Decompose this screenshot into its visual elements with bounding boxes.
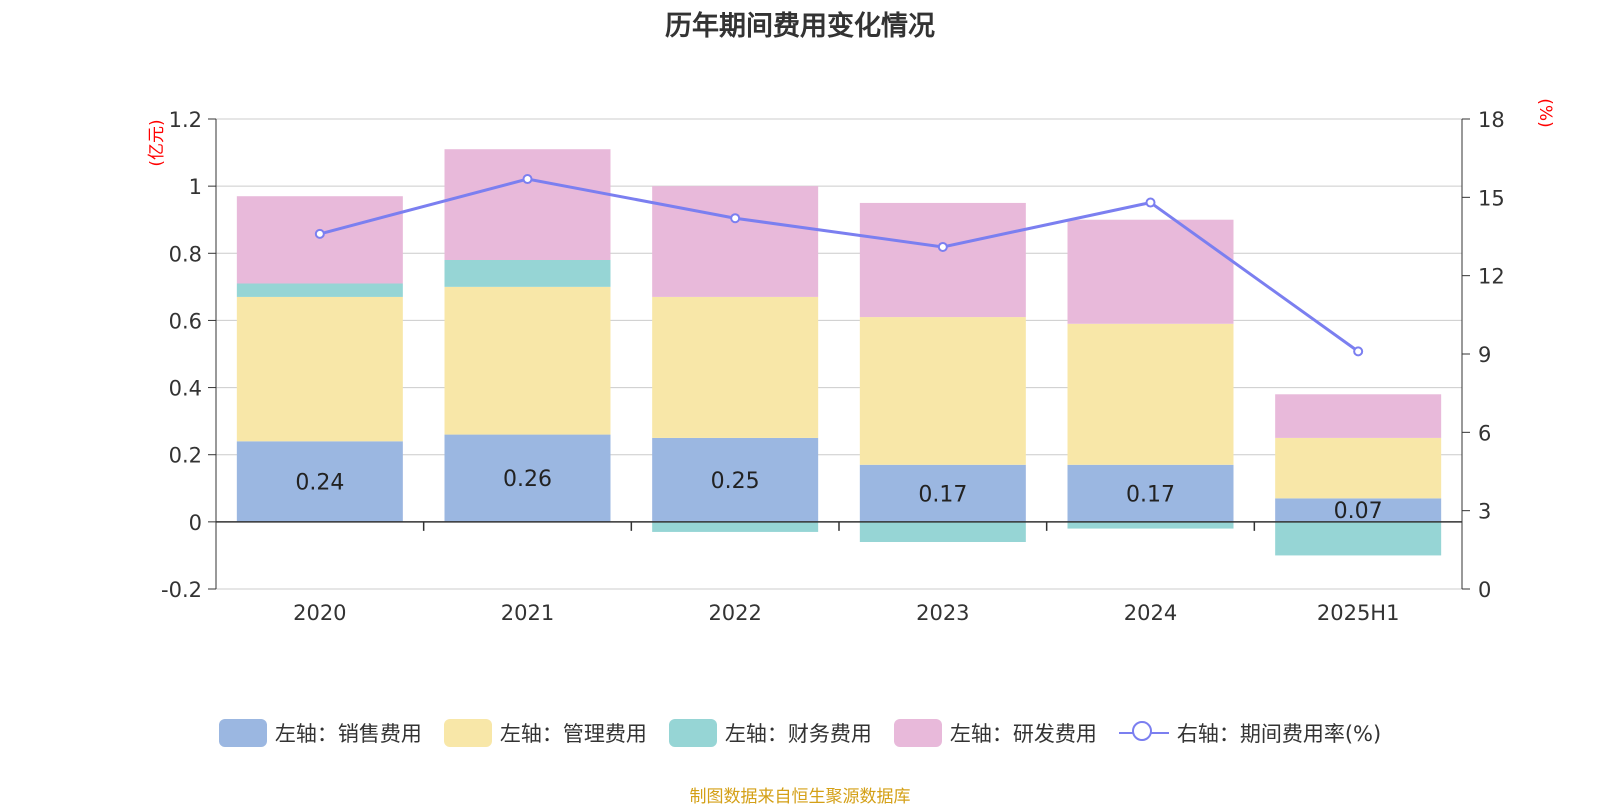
left-tick-label: 0.6	[169, 309, 202, 333]
bar-finance-2020	[236, 283, 403, 297]
legend-label-expense-rate: 右轴：期间费用率(%)	[1176, 722, 1382, 746]
bar-sales-2024	[1067, 464, 1234, 522]
left-tick-label: 0	[189, 511, 202, 535]
data-label-sales: 0.07	[1334, 499, 1383, 524]
expense-rate-point	[522, 174, 533, 185]
legend-item-finance[interactable]: 左轴：财务费用	[668, 718, 872, 748]
bar-admin-2022	[652, 296, 819, 438]
legend-label-admin: 左轴：管理费用	[499, 722, 647, 746]
legend-item-admin[interactable]: 左轴：管理费用	[443, 718, 647, 748]
legend-label-rnd: 左轴：研发费用	[949, 722, 1097, 746]
right-axis-unit: (%)	[1535, 98, 1555, 127]
expense-rate-point	[730, 213, 741, 224]
right-tick-label: 12	[1478, 265, 1505, 289]
bar-rnd-2021	[444, 149, 611, 260]
legend-swatch-sales	[218, 719, 267, 747]
bar-sales-2025H1	[1275, 498, 1442, 522]
data-label-sales: 0.17	[1126, 482, 1175, 507]
legend-item-expense-rate[interactable]: 右轴：期间费用率(%)	[1118, 718, 1382, 748]
bar-sales-2021	[444, 434, 611, 522]
legend: 左轴：销售费用 左轴：管理费用 左轴：财务费用 左轴：研发费用 右轴：期间费用率…	[0, 718, 1600, 748]
expense-rate-point	[1353, 346, 1364, 357]
bar-finance-2021	[444, 260, 611, 287]
bar-sales-2020	[236, 441, 403, 522]
bar-finance-2023	[859, 521, 1026, 542]
expense-rate-point	[1145, 197, 1156, 208]
bar-admin-2025H1	[1275, 437, 1442, 499]
chart-canvas: -0.2 0 0.2 0.4 0.6 0.8 1 1.2 0 3 6 9 12 15 18 (亿元) (%) 0.…	[147, 98, 1555, 625]
right-tick-label: 6	[1478, 421, 1491, 445]
bar-finance-2022	[652, 521, 819, 532]
bar-admin-2023	[859, 317, 1026, 465]
legend-swatch-rnd	[893, 719, 942, 747]
expense-rate-point	[937, 241, 948, 252]
data-source-note: 制图数据来自恒生聚源数据库	[689, 787, 911, 807]
expense-rate-line	[319, 177, 1360, 353]
x-tick-label: 2021	[501, 601, 554, 625]
right-tick-label: 18	[1478, 108, 1505, 132]
data-label-sales: 0.26	[503, 467, 552, 492]
x-tick-label: 2025H1	[1317, 601, 1400, 625]
left-tick-label: 0.2	[169, 444, 202, 468]
legend-item-rnd[interactable]: 左轴：研发费用	[893, 718, 1097, 748]
bar-rnd-2023	[859, 202, 1026, 318]
bar-rnd-2024	[1067, 219, 1234, 324]
x-tick-label: 2022	[708, 601, 761, 625]
expense-rate-point	[314, 228, 325, 239]
data-label-sales: 0.25	[711, 469, 760, 494]
legend-label-finance: 左轴：财务费用	[724, 722, 872, 746]
legend-line-marker-icon	[1118, 719, 1169, 747]
bar-sales-2022	[652, 437, 819, 522]
data-label-sales: 0.24	[295, 471, 344, 496]
bar-admin-2021	[444, 286, 611, 435]
bar-rnd-2020	[236, 196, 403, 284]
left-axis-unit: (亿元)	[147, 119, 167, 166]
left-tick-label: 1.2	[169, 108, 202, 132]
x-tick-label: 2023	[916, 601, 969, 625]
data-label-sales: 0.17	[918, 482, 967, 507]
bar-finance-2025H1	[1275, 521, 1442, 556]
left-tick-label: 0.4	[169, 377, 202, 401]
bar-rnd-2022	[652, 186, 819, 297]
legend-swatch-admin	[443, 719, 492, 747]
legend-item-sales[interactable]: 左轴：销售费用	[218, 718, 422, 748]
left-tick-label: -0.2	[161, 578, 202, 602]
bar-admin-2024	[1067, 323, 1234, 465]
left-tick-label: 0.8	[169, 242, 202, 266]
right-tick-label: 3	[1478, 500, 1491, 524]
bar-rnd-2025H1	[1275, 394, 1442, 438]
legend-label-sales: 左轴：销售费用	[274, 722, 422, 746]
right-tick-label: 0	[1478, 578, 1491, 602]
bar-admin-2020	[236, 296, 403, 442]
left-tick-label: 1	[189, 175, 202, 199]
bar-sales-2023	[859, 464, 1026, 522]
right-tick-label: 9	[1478, 343, 1491, 367]
legend-swatch-finance	[668, 719, 717, 747]
right-tick-label: 15	[1478, 186, 1505, 210]
x-tick-label: 2024	[1124, 601, 1177, 625]
x-tick-label: 2020	[293, 601, 346, 625]
bar-finance-2024	[1067, 521, 1234, 529]
chart-title: 历年期间费用变化情况	[665, 11, 935, 42]
